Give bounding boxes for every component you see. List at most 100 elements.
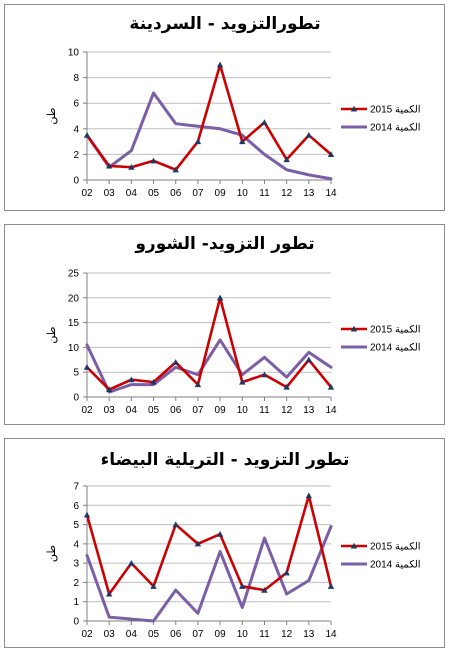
- data-point-2015: [216, 61, 224, 68]
- y-tick-label: 7: [73, 482, 79, 493]
- data-point-2015: [172, 166, 179, 173]
- x-tick-label: 11: [259, 188, 270, 199]
- data-point-2015: [194, 540, 202, 547]
- x-tick-label: 05: [148, 405, 160, 416]
- y-tick-label: 3: [73, 559, 79, 570]
- x-tick-label: 02: [81, 405, 93, 416]
- y-axis-label: طن: [45, 545, 58, 562]
- x-tick-label: 02: [81, 629, 93, 640]
- x-tick-label: 11: [259, 405, 270, 416]
- data-point-2015: [305, 492, 313, 499]
- data-point-2015: [172, 521, 179, 528]
- legend-marker-2015: [350, 325, 358, 332]
- chart-svg-white-trilia: تطور التزويد - التريلية البيضاء012345670…: [45, 450, 421, 640]
- y-tick-label: 6: [73, 99, 79, 110]
- x-tick-label: 06: [170, 629, 182, 640]
- x-tick-label: 13: [303, 629, 315, 640]
- chart-panel-chourou: تطور التزويد- الشورو 0 5 10 15 20 25 02 03 04 05 06…: [4, 224, 445, 425]
- series-line-2014: [85, 91, 333, 181]
- legend-label-2015: 2015 الكمية: [370, 105, 421, 116]
- x-tick-label: 14: [325, 629, 337, 640]
- y-tick-label: 0: [73, 393, 79, 404]
- y-tick-label: 10: [68, 343, 80, 354]
- chart-panel-sardine: تطورالتزويد - السردينة 0 2 4 6 8 10 02 03 04 05 06 0…: [4, 4, 445, 211]
- legend-label-2015: 2015 الكمية: [370, 542, 421, 553]
- data-point-2015: [150, 583, 157, 589]
- x-tick-label: 03: [104, 188, 116, 199]
- data-point-2015: [128, 559, 135, 566]
- legend-label-2014: 2014 الكمية: [370, 560, 421, 571]
- data-point-2015: [128, 376, 135, 383]
- data-point-2015: [150, 378, 157, 385]
- x-tick-label: 09: [215, 629, 227, 640]
- data-point-2015: [83, 132, 91, 138]
- series-line-2015: [85, 63, 333, 172]
- x-tick-label: 04: [126, 188, 138, 199]
- data-point-2015: [194, 138, 202, 145]
- data-point-2015: [261, 586, 268, 593]
- data-point-2015: [105, 386, 113, 393]
- legend-label-2014: 2014 الكمية: [370, 123, 421, 134]
- x-tick-label: 14: [325, 405, 337, 416]
- data-point-2015: [216, 294, 224, 301]
- legend-marker-2015: [350, 105, 358, 112]
- y-tick-label: 4: [73, 539, 79, 550]
- data-point-2015: [327, 583, 335, 589]
- y-tick-label: 8: [73, 73, 79, 84]
- legend-label-2014: 2014 الكمية: [370, 343, 421, 354]
- x-tick-label: 03: [104, 405, 116, 416]
- legend-marker-2015: [350, 542, 358, 549]
- data-point-2015: [283, 156, 290, 163]
- x-tick-label: 07: [192, 405, 204, 416]
- y-tick-label: 2: [73, 150, 79, 161]
- data-point-2015: [283, 569, 290, 576]
- y-tick-label: 0: [73, 617, 79, 628]
- x-tick-label: 10: [237, 405, 249, 416]
- x-tick-label: 06: [170, 405, 182, 416]
- y-tick-label: 5: [73, 368, 79, 379]
- y-tick-label: 5: [73, 520, 79, 531]
- data-point-2015: [128, 164, 135, 170]
- x-tick-label: 10: [237, 629, 249, 640]
- x-tick-label: 04: [126, 405, 138, 416]
- y-tick-label: 1: [73, 597, 79, 608]
- data-point-2015: [261, 371, 268, 378]
- series-line-2014: [85, 525, 333, 623]
- data-point-2015: [239, 378, 246, 385]
- x-tick-label: 12: [281, 405, 293, 416]
- x-tick-label: 07: [192, 188, 204, 199]
- data-point-2015: [172, 359, 179, 365]
- data-point-2015: [327, 151, 335, 157]
- x-tick-label: 07: [192, 629, 204, 640]
- data-point-2015: [239, 138, 246, 145]
- x-tick-label: 10: [237, 188, 249, 199]
- y-tick-label: 10: [68, 48, 80, 59]
- y-tick-label: 25: [68, 269, 80, 280]
- data-point-2015: [305, 356, 313, 363]
- data-point-2015: [261, 119, 268, 125]
- chart-title: تطور التزويد- الشورو: [134, 234, 314, 254]
- y-axis-label: طن: [45, 107, 58, 124]
- chart-title: تطورالتزويد - السردينة: [129, 14, 320, 34]
- x-tick-label: 04: [126, 629, 138, 640]
- y-axis-label: طن: [45, 326, 58, 343]
- data-point-2015: [327, 383, 335, 390]
- x-tick-label: 14: [325, 188, 337, 199]
- series-line-2014: [85, 338, 333, 394]
- data-point-2015: [194, 381, 202, 388]
- x-tick-label: 02: [81, 188, 93, 199]
- data-point-2015: [283, 383, 290, 390]
- y-tick-label: 0: [73, 176, 79, 187]
- y-tick-label: 2: [73, 578, 79, 589]
- y-tick-label: 15: [68, 318, 80, 329]
- x-tick-label: 13: [303, 405, 315, 416]
- y-tick-label: 20: [68, 293, 80, 304]
- chart-title: تطور التزويد - التريلية البيضاء: [101, 450, 350, 470]
- x-tick-label: 09: [215, 188, 227, 199]
- chart-panel-white-trilia: تطور التزويد - التريلية البيضاء 0 1 2 3 4 5 6 7 0…: [4, 438, 445, 648]
- data-point-2015: [216, 531, 224, 537]
- data-point-2015: [83, 364, 91, 370]
- x-tick-label: 09: [215, 405, 227, 416]
- x-tick-label: 11: [259, 629, 270, 640]
